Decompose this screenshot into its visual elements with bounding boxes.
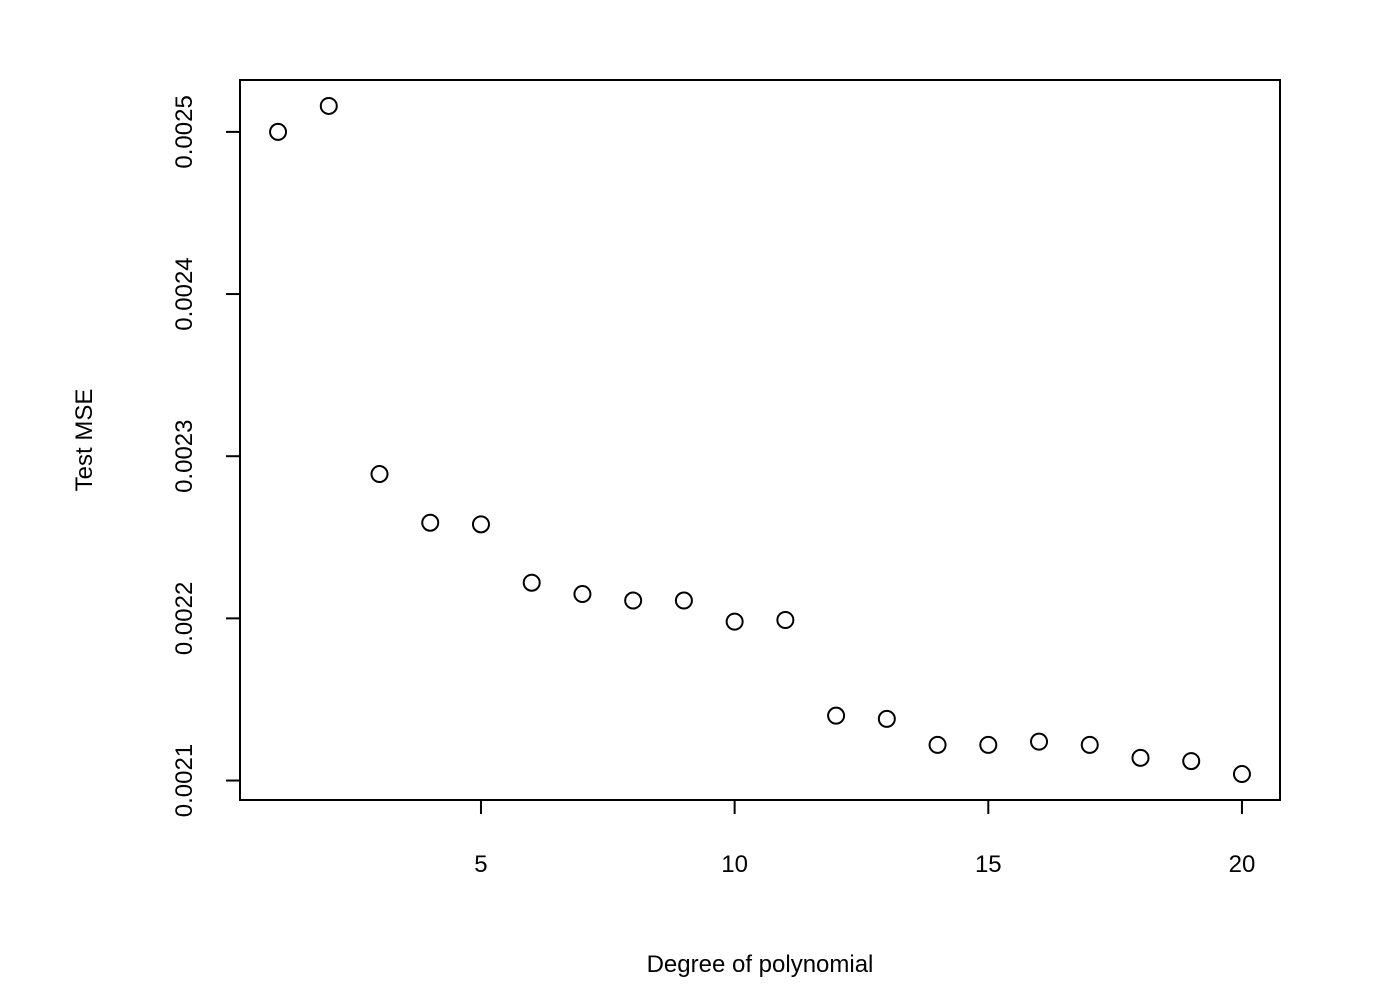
y-tick-label: 0.0022 <box>171 582 198 655</box>
data-point <box>827 706 846 725</box>
y-tick-label: 0.0025 <box>171 95 198 168</box>
y-tick-label: 0.0021 <box>171 744 198 817</box>
data-point <box>1232 765 1251 784</box>
x-tick-label: 15 <box>975 851 1002 878</box>
data-point <box>522 573 541 592</box>
data-point <box>421 513 440 532</box>
x-axis-title: Degree of polynomial <box>647 951 874 978</box>
x-axis: 5 10 15 20 <box>474 800 1255 878</box>
data-point <box>979 735 998 754</box>
plot-frame <box>239 79 1281 801</box>
data-point <box>319 96 338 115</box>
y-axis-title: Test MSE <box>71 389 98 492</box>
data-point <box>1131 748 1150 767</box>
data-point <box>269 122 288 141</box>
data-point <box>1182 752 1201 771</box>
data-point <box>1080 735 1099 754</box>
data-point <box>370 465 389 484</box>
data-point <box>928 735 947 754</box>
x-tick-label: 5 <box>474 851 487 878</box>
data-point <box>471 515 490 534</box>
data-point <box>877 709 896 728</box>
data-point <box>1030 732 1049 751</box>
data-points <box>269 96 1251 784</box>
data-point <box>776 611 795 629</box>
data-point <box>624 591 643 610</box>
data-point <box>725 612 744 631</box>
data-point <box>674 591 693 610</box>
y-tick-label: 0.0024 <box>171 257 198 330</box>
x-tick-label: 10 <box>721 851 748 878</box>
y-tick-label: 0.0023 <box>171 420 198 493</box>
data-point <box>573 585 592 604</box>
x-tick-label: 20 <box>1229 851 1256 878</box>
y-axis: 0.0021 0.0022 0.0023 0.0024 0.0025 <box>171 95 240 817</box>
